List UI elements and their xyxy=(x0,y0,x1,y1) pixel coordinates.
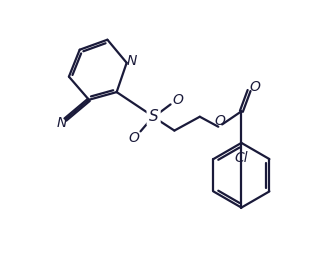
Text: Cl: Cl xyxy=(234,151,248,165)
Text: O: O xyxy=(249,80,260,94)
Text: N: N xyxy=(127,54,137,68)
Text: S: S xyxy=(149,109,158,124)
Text: O: O xyxy=(128,131,139,145)
Text: O: O xyxy=(173,93,184,107)
Text: N: N xyxy=(56,116,67,130)
Text: O: O xyxy=(214,114,225,128)
